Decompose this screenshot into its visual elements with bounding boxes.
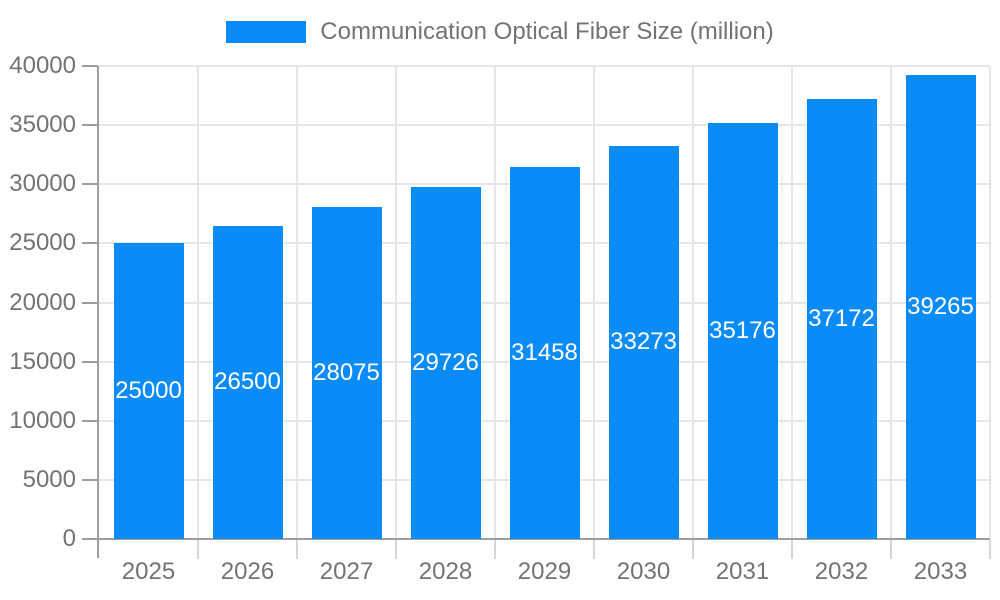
bar-value-label: 33273 <box>610 328 677 356</box>
x-axis-tick <box>890 540 892 559</box>
legend-label: Communication Optical Fiber Size (millio… <box>320 18 774 45</box>
y-tick-label: 35000 <box>9 111 76 139</box>
x-axis-tick <box>791 540 793 559</box>
y-tick-label: 5000 <box>22 465 76 493</box>
bar-2027[interactable]: 28075 <box>311 207 382 539</box>
x-axis-tick <box>197 540 199 559</box>
bar-value-label: 35176 <box>709 317 776 344</box>
y-axis-tick <box>82 124 98 127</box>
bar-2030[interactable]: 33273 <box>608 145 679 539</box>
x-tick-label: 2025 <box>121 558 176 585</box>
x-axis-tick <box>593 540 595 559</box>
gridline-vertical <box>296 66 298 539</box>
gridline-horizontal <box>99 124 990 127</box>
bar-2026[interactable]: 26500 <box>212 225 283 539</box>
x-tick-label: 2029 <box>517 558 572 585</box>
bar-value-label: 25000 <box>115 377 182 405</box>
x-axis-tick <box>296 540 298 559</box>
x-tick-label: 2032 <box>814 558 869 585</box>
bar-2033[interactable]: 39265 <box>905 74 976 539</box>
gridline-vertical <box>791 66 793 539</box>
y-tick-label: 25000 <box>9 229 76 257</box>
bar-value-label: 39265 <box>907 292 974 320</box>
gridline-vertical <box>890 66 892 539</box>
x-tick-label: 2028 <box>418 558 473 585</box>
x-axis-tick <box>395 540 397 559</box>
x-axis-tick <box>692 540 694 559</box>
x-axis-line <box>82 538 990 540</box>
y-tick-label: 15000 <box>9 347 76 375</box>
legend-swatch <box>226 21 307 43</box>
gridline-vertical <box>494 66 496 539</box>
bar-value-label: 28075 <box>313 358 380 386</box>
y-tick-label: 0 <box>62 525 76 552</box>
y-axis-tick <box>82 65 98 67</box>
x-axis-tick <box>989 540 991 559</box>
y-axis-tick <box>82 301 98 304</box>
bar-value-label: 29726 <box>412 349 479 377</box>
legend-item[interactable]: Communication Optical Fiber Size (millio… <box>0 17 1000 47</box>
bar-2028[interactable]: 29726 <box>410 187 481 539</box>
x-tick-label: 2030 <box>616 558 671 585</box>
y-tick-label: 40000 <box>9 52 76 79</box>
x-tick-label: 2031 <box>715 558 770 585</box>
y-tick-label: 30000 <box>9 170 76 198</box>
y-axis-line <box>97 66 99 558</box>
x-tick-label: 2026 <box>220 558 275 585</box>
y-axis-tick <box>82 419 98 422</box>
bar-2029[interactable]: 31458 <box>509 167 580 539</box>
bar-value-label: 31458 <box>511 338 578 366</box>
x-tick-label: 2027 <box>319 558 374 585</box>
y-axis-tick <box>82 478 98 481</box>
y-tick-label: 10000 <box>9 406 76 434</box>
bar-value-label: 26500 <box>214 368 281 396</box>
bar-2031[interactable]: 35176 <box>707 123 778 539</box>
bar-2032[interactable]: 37172 <box>806 99 877 539</box>
gridline-vertical <box>989 66 991 539</box>
gridline-vertical <box>692 66 694 539</box>
gridline-vertical <box>197 66 199 539</box>
x-tick-label: 2033 <box>913 558 968 585</box>
x-axis-tick <box>494 540 496 559</box>
bar-value-label: 37172 <box>808 305 875 333</box>
y-axis-tick <box>82 242 98 245</box>
gridline-horizontal <box>99 65 990 67</box>
gridline-vertical <box>593 66 595 539</box>
gridline-vertical <box>395 66 397 539</box>
y-tick-label: 20000 <box>9 288 76 316</box>
y-axis-tick <box>82 360 98 363</box>
y-axis-tick <box>82 183 98 186</box>
bar-2025[interactable]: 25000 <box>113 243 184 539</box>
